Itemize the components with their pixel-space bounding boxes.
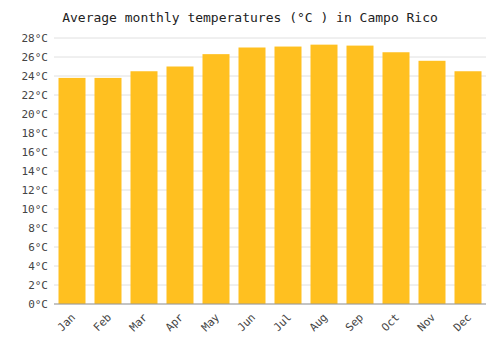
y-tick-label: 10°C — [22, 203, 49, 216]
title: Average monthly temperatures (°C ) in Ca… — [62, 10, 438, 25]
bar — [347, 46, 374, 304]
y-tick-label: 12°C — [22, 184, 49, 197]
x-tick-label: Aug — [307, 311, 330, 334]
y-tick-label: 20°C — [22, 108, 49, 121]
bar — [95, 78, 122, 304]
x-axis-line — [54, 304, 486, 305]
bars — [59, 45, 482, 304]
y-tick-label: 4°C — [28, 260, 48, 273]
chart-svg: Average monthly temperatures (°C ) in Ca… — [0, 0, 500, 350]
x-tick-label: Dec — [451, 311, 474, 334]
y-tick-labels: 0°C 2°C 4°C 6°C 8°C 10°C 12°C 14°C 16°C 18°C 20°C 2… — [22, 32, 49, 311]
bar — [419, 61, 446, 304]
x-tick-label: Feb — [91, 311, 114, 334]
x-tick-label: Jul — [271, 311, 294, 334]
grid-line — [54, 304, 486, 305]
bar — [203, 54, 230, 304]
grid-line — [54, 57, 486, 58]
grid-line — [54, 38, 486, 39]
y-tick-label: 2°C — [28, 279, 48, 292]
x-tick-label: Nov — [415, 311, 439, 335]
x-tick-label: Oct — [379, 311, 402, 334]
x-tick-label: Apr — [163, 311, 187, 335]
y-tick-label: 22°C — [22, 89, 49, 102]
x-tick-label: Mar — [127, 311, 151, 335]
x-tick-label: Sep — [343, 311, 366, 334]
page: {"chart_data": {"type": "bar", "title": … — [0, 0, 500, 350]
x-tick-label: May — [199, 311, 223, 335]
y-tick-label: 6°C — [28, 241, 48, 254]
bar — [383, 52, 410, 304]
x-tick-label: Jun — [235, 311, 258, 334]
chart-container: Average monthly temperatures (°C ) in Ca… — [0, 0, 500, 350]
grid — [54, 38, 486, 304]
y-tick-label: 24°C — [22, 70, 49, 83]
y-tick-label: 26°C — [22, 51, 49, 64]
y-tick-label: 16°C — [22, 146, 49, 159]
bar — [59, 78, 86, 304]
x-tick-label: Jan — [55, 311, 78, 334]
y-tick-label: 14°C — [22, 165, 49, 178]
x-tick-labels: Jan Feb Mar Apr May Jun Jul Aug Sep Oct Nov Dec — [55, 311, 474, 335]
bar — [275, 47, 302, 304]
y-tick-label: 18°C — [22, 127, 49, 140]
bar — [131, 71, 158, 304]
y-tick-label: 28°C — [22, 32, 49, 45]
bar — [455, 71, 482, 304]
y-tick-label: 8°C — [28, 222, 48, 235]
bar — [167, 67, 194, 305]
bar — [311, 45, 338, 304]
y-tick-label: 0°C — [28, 298, 48, 311]
bar — [239, 48, 266, 305]
